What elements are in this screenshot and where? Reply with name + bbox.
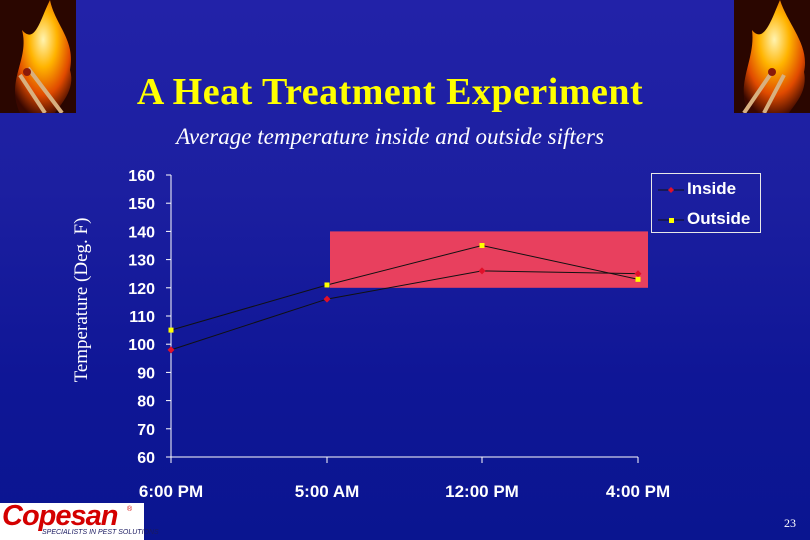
page-number: 23 (784, 516, 796, 530)
legend-outside-swatch (658, 218, 684, 223)
y-axis-label: Temperature (Deg. F) (71, 217, 92, 383)
y-tick-label: 160 (128, 168, 155, 185)
logo-tagline: SPECIALISTS IN PEST SOLUTIONS (42, 529, 159, 536)
x-tick-label: 6:00 PM (139, 482, 203, 501)
y-tick-label: 70 (137, 422, 155, 439)
target-temperature-band (330, 231, 648, 288)
data-point-inside (634, 270, 642, 278)
x-tick-label: 4:00 PM (606, 482, 670, 501)
slide-title: A Heat Treatment Experiment (136, 71, 644, 113)
y-tick-label: 100 (128, 337, 155, 354)
y-tick-label: 120 (128, 281, 155, 298)
data-point-outside (479, 243, 485, 248)
data-point-inside (167, 346, 175, 354)
data-point-outside (635, 276, 641, 282)
burning-matches-icon (0, 0, 76, 113)
chart-legend: Inside Outside (651, 173, 761, 233)
y-tick-label: 140 (128, 224, 155, 241)
y-tick-label: 90 (137, 365, 155, 382)
y-tick-label: 130 (128, 253, 155, 270)
data-point-inside (323, 295, 331, 303)
series-line-inside (170, 270, 639, 351)
legend-item-inside: Inside (652, 178, 762, 202)
data-point-inside (478, 267, 486, 275)
series-line-outside (170, 244, 639, 331)
legend-label-outside: Outside (687, 209, 751, 228)
logo-brand: Copesan (2, 500, 118, 532)
y-tick-label: 150 (128, 196, 155, 213)
legend-item-outside: Outside (652, 208, 762, 232)
legend-inside-swatch (658, 187, 684, 193)
logo-registered-mark: ® (127, 506, 133, 513)
x-tick-label: 5:00 AM (295, 482, 360, 501)
y-tick-label: 60 (137, 450, 155, 467)
data-point-outside (168, 327, 174, 333)
x-tick-label: 12:00 PM (445, 482, 519, 501)
y-tick-label: 80 (137, 394, 155, 411)
copesan-logo: Copesan ® SPECIALISTS IN PEST SOLUTIONS (0, 500, 159, 540)
burning-matches-icon (734, 0, 810, 113)
data-point-outside (324, 282, 330, 288)
chart-title: Average temperature inside and outside s… (176, 124, 604, 149)
y-tick-label: 110 (129, 309, 155, 326)
legend-label-inside: Inside (687, 179, 737, 198)
